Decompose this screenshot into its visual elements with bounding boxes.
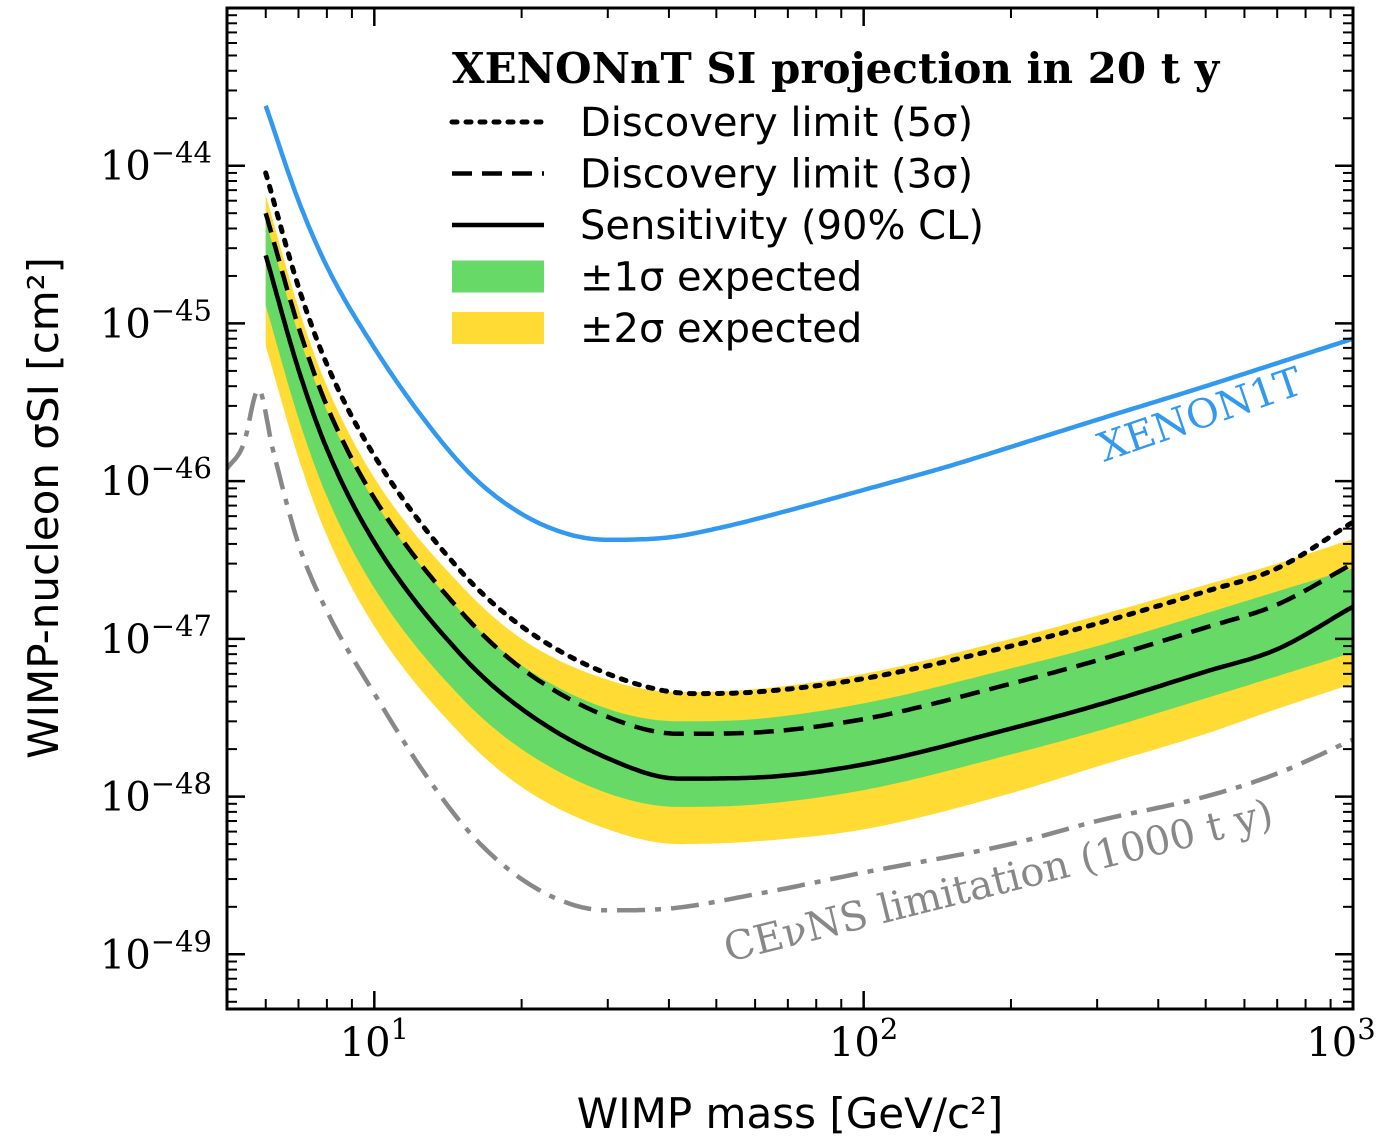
legend-swatch-1-expected — [452, 260, 544, 293]
legend: XENONnT SI projection in 20 t y Discover… — [449, 44, 1221, 352]
series-line-sensitivity-90-cl — [263, 254, 1353, 781]
series-line-xenon1t — [263, 105, 1353, 543]
y-tick-label: 10−45 — [100, 293, 212, 347]
legend-label-discovery-limit-3: Discovery limit (3σ) — [580, 152, 973, 198]
y-tick-label: 10−49 — [100, 924, 212, 978]
legend-swatch-2-expected — [452, 312, 544, 344]
x-tick-label: 102 — [829, 1012, 898, 1066]
series-line-ce-ns-limitation-1000-t-y — [227, 387, 1353, 913]
y-tick-label: 10−44 — [100, 136, 212, 190]
legend-label-sensitivity-90-cl: Sensitivity (90% CL) — [580, 203, 984, 249]
ticks-layer — [226, 6, 1355, 1009]
x-axis-label: WIMP mass [GeV/c²] — [577, 1089, 1004, 1138]
y-tick-label: 10−47 — [100, 609, 212, 663]
legend-label-discovery-limit-5: Discovery limit (5σ) — [580, 100, 973, 146]
legend-label-1-expected: ±1σ expected — [580, 255, 862, 301]
legend-label-2-expected: ±2σ expected — [580, 306, 862, 352]
y-tick-label: 10−46 — [100, 451, 212, 505]
annotation-xenon1t: XENON1T — [1092, 359, 1308, 472]
x-tick-label: 101 — [340, 1012, 409, 1066]
plot-frame — [225, 6, 1355, 1011]
legend-title: XENONnT SI projection in 20 t y — [452, 44, 1221, 93]
band-1-expected — [265, 220, 1353, 807]
series-line-discovery-limit-5 — [263, 170, 1353, 697]
series-layer — [227, 105, 1353, 913]
tick-labels: 101 102 103 10−44 10−45 10−46 10−47 10−48 10−49 — [100, 136, 1376, 1066]
y-axis-label: WIMP-nucleon σSI [cm²] — [19, 257, 68, 759]
x-tick-label: 103 — [1306, 1012, 1375, 1066]
series-line-discovery-limit-3 — [263, 212, 1353, 737]
y-tick-label: 10−48 — [100, 767, 212, 821]
